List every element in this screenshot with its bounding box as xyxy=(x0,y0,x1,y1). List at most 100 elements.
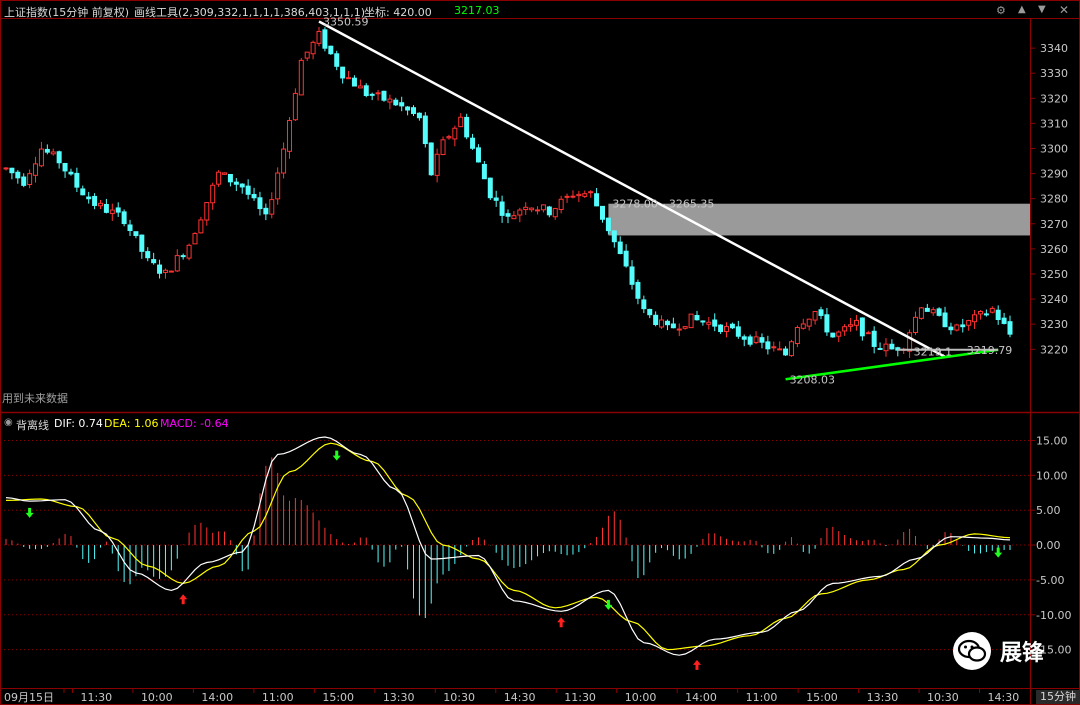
candle-body xyxy=(653,314,659,326)
candle-body xyxy=(481,163,487,180)
candle-body xyxy=(836,331,842,337)
candle-body xyxy=(830,332,836,338)
candle-body xyxy=(97,202,103,207)
candle-body xyxy=(700,320,706,323)
candle-body xyxy=(475,147,481,163)
close-icon[interactable]: ✕ xyxy=(1059,3,1070,17)
candle-body xyxy=(599,205,605,220)
candle-body xyxy=(38,148,44,167)
candle-body xyxy=(741,336,747,340)
candle-body xyxy=(611,230,617,243)
candle-body xyxy=(889,343,895,350)
price-annotation: 3278.00 - 3265.35 xyxy=(612,198,714,211)
price-tick-label: 3320 xyxy=(1040,92,1068,105)
candle-body xyxy=(151,259,157,264)
candle-body xyxy=(818,309,824,316)
candle-body xyxy=(765,341,771,350)
candle-body xyxy=(204,202,210,221)
candle-body xyxy=(44,148,50,153)
candle-body xyxy=(794,327,800,344)
candle-body xyxy=(115,207,121,213)
collapse-down-icon[interactable]: ▼ xyxy=(1038,4,1046,15)
candle-body xyxy=(558,198,564,211)
candle-body xyxy=(399,102,405,107)
macd-tick-label: 10.00 xyxy=(1036,469,1068,482)
candle-body xyxy=(210,184,216,204)
price-annotation: 3219.1 xyxy=(914,346,953,359)
resistance-zone xyxy=(608,203,1030,236)
candle-body xyxy=(387,98,393,103)
indicator-menu-icon[interactable]: ◉ xyxy=(4,417,13,428)
candle-body xyxy=(706,321,712,325)
macd-tick-label: 15.00 xyxy=(1036,434,1068,447)
collapse-up-icon[interactable]: ▲ xyxy=(1018,4,1026,15)
candle-body xyxy=(972,314,978,323)
future-data-note: 用到未来数据 xyxy=(2,392,68,405)
price-tick-label: 3310 xyxy=(1040,117,1068,130)
candle-body xyxy=(989,307,995,313)
candle-body xyxy=(180,255,186,258)
candle-body xyxy=(440,139,446,156)
down-arrow-icon xyxy=(994,547,1003,558)
time-tick-label: 09月15日 xyxy=(4,691,54,704)
time-tick-label: 11:30 xyxy=(80,691,112,704)
candle-body xyxy=(3,167,9,170)
candle-body xyxy=(316,30,322,44)
dif-readout: DIF: 0.74 xyxy=(54,417,103,430)
settings-icon[interactable]: ⚙ xyxy=(996,4,1006,17)
candle-body xyxy=(712,319,718,327)
macd-readout: MACD: -0.64 xyxy=(160,417,229,430)
candle-body xyxy=(936,308,942,316)
macd-tick-label: 5.00 xyxy=(1036,504,1061,517)
time-tick-label: 11:30 xyxy=(564,691,596,704)
candle-body xyxy=(907,332,913,352)
candle-body xyxy=(109,209,115,215)
time-tick-label: 10:30 xyxy=(927,691,959,704)
indicator-name[interactable]: 背离线 xyxy=(16,419,49,432)
dif-line xyxy=(5,436,1011,656)
candle-body xyxy=(759,337,765,343)
candle-body xyxy=(269,199,275,215)
up-arrow-shape xyxy=(692,659,701,670)
price-tick-label: 3230 xyxy=(1040,318,1068,331)
candle-body xyxy=(298,59,304,96)
candle-body xyxy=(233,181,239,185)
candle-body xyxy=(168,270,174,273)
down-arrow-shape xyxy=(604,599,613,610)
candle-body xyxy=(50,151,56,155)
candle-body xyxy=(635,281,641,299)
candle-body xyxy=(80,188,86,196)
candle-body xyxy=(251,194,257,199)
candle-body xyxy=(470,137,476,149)
time-tick-label: 11:00 xyxy=(746,691,778,704)
candle-body xyxy=(966,320,972,326)
timeframe-tab[interactable]: 15分钟 xyxy=(1036,690,1080,704)
candle-body xyxy=(670,323,676,329)
time-tick-label: 10:00 xyxy=(625,691,657,704)
candlestick-series xyxy=(3,26,1013,358)
candle-body xyxy=(393,99,399,106)
down-arrow-shape xyxy=(25,507,34,518)
candle-body xyxy=(641,299,647,310)
candle-body xyxy=(222,172,228,175)
candle-body xyxy=(777,348,783,351)
price-annotation: 3219.79 xyxy=(967,344,1013,357)
candle-body xyxy=(257,197,263,210)
time-tick-label: 13:30 xyxy=(383,691,415,704)
candle-body xyxy=(446,136,452,139)
candle-body xyxy=(788,341,794,357)
candle-body xyxy=(375,92,381,95)
candle-body xyxy=(351,77,357,87)
candle-body xyxy=(162,269,168,273)
draw-tool-label[interactable]: 画线工具(2,309,332,1,1,1,1,386,403,1,1,1) xyxy=(134,6,366,19)
candle-body xyxy=(239,183,245,188)
candle-body xyxy=(56,151,62,164)
dea-readout: DEA: 1.06 xyxy=(104,417,159,430)
candle-body xyxy=(747,336,753,345)
candle-body xyxy=(216,171,222,185)
trendline-layer xyxy=(318,20,999,381)
candle-body xyxy=(499,201,505,216)
price-tick-label: 3250 xyxy=(1040,268,1068,281)
candle-body xyxy=(848,324,854,327)
